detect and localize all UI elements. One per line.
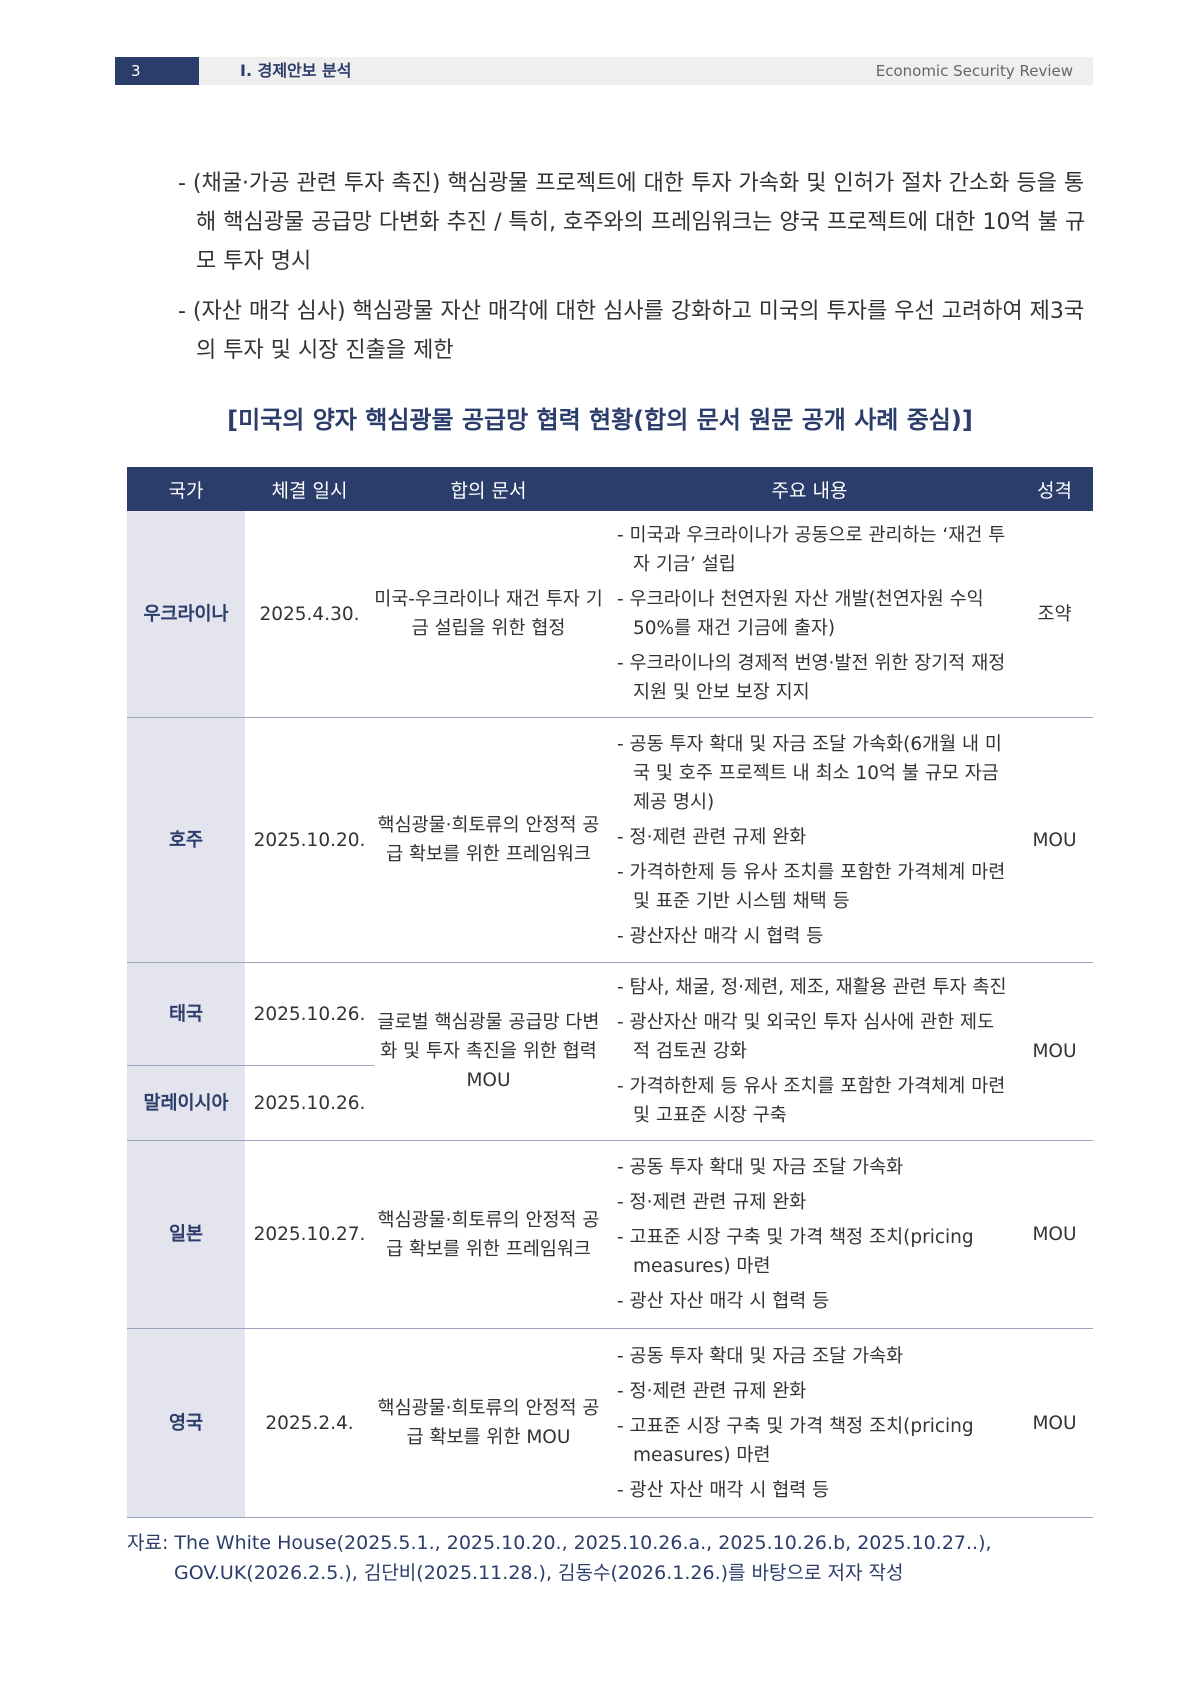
table-row: 영국 2025.2.4. 핵심광물·희토류의 안정적 공급 확보를 위한 MOU - …: [127, 1328, 1093, 1518]
content-cell: - 공동 투자 확대 및 자금 조달 가속화 - 정·제련 관련 규제 완화 - 고…: [603, 1140, 1016, 1329]
content-item: - 정·제련 관련 규제 완화: [617, 1192, 807, 1213]
document-cell: 핵심광물·희토류의 안정적 공급 확보를 위한 프레임워크: [374, 717, 603, 963]
content-item: - 우크라이나 천연자원 자산 개발(천연자원 수익 50%를 재건 기금에 출…: [617, 589, 984, 639]
publication-name: Economic Security Review: [875, 62, 1073, 80]
table-row: 우크라이나 2025.4.30. 미국-우크라이나 재건 투자 기금 설립을 위한 …: [127, 511, 1093, 718]
content-item: - 고표준 시장 구축 및 가격 책정 조치(pricing measures)…: [617, 1415, 974, 1466]
content-item: - 광산자산 매각 시 협력 등: [617, 925, 824, 947]
content-item: - 정·제련 관련 규제 완화: [617, 826, 807, 848]
page-number: 3: [115, 57, 199, 85]
column-header: 합의 문서: [374, 467, 603, 511]
date-cell: 2025.10.26.: [245, 1065, 374, 1141]
date-cell: 2025.2.4.: [245, 1328, 374, 1518]
cooperation-table: 국가 체결 일시 합의 문서 주요 내용 성격 우크라이나 2025.4.30. 미국-우크…: [127, 467, 1093, 1518]
content-item: - 미국과 우크라이나가 공동으로 관리하는 ‘재건 투자 기금’ 설립: [617, 525, 1006, 575]
type-cell: MOU: [1016, 717, 1093, 963]
type-cell: MOU: [1016, 1140, 1093, 1329]
content-item: - 공동 투자 확대 및 자금 조달 가속화: [617, 1345, 904, 1367]
content-item: - 공동 투자 확대 및 자금 조달 가속화(6개월 내 미국 및 호주 프로젝…: [617, 733, 1002, 813]
column-header: 국가: [127, 467, 245, 511]
content-cell: - 공동 투자 확대 및 자금 조달 가속화 - 정·제련 관련 규제 완화 - 고…: [603, 1328, 1016, 1518]
document-cell: 미국-우크라이나 재건 투자 기금 설립을 위한 협정: [374, 511, 603, 718]
table-row: 일본 2025.10.27. 핵심광물·희토류의 안정적 공급 확보를 위한 프레임…: [127, 1140, 1093, 1329]
source-note: 자료: The White House(2025.5.1., 2025.10.2…: [127, 1532, 992, 1584]
content-item: - 광산자산 매각 및 외국인 투자 심사에 관한 제도적 검토권 강화: [617, 1012, 995, 1062]
column-header: 성격: [1016, 467, 1093, 511]
country-cell: 말레이시아: [127, 1065, 245, 1141]
content-item: - 탐사, 채굴, 정·제련, 제조, 재활용 관련 투자 촉진: [617, 977, 1007, 998]
document-cell: 핵심광물·희토류의 안정적 공급 확보를 위한 MOU: [374, 1328, 603, 1518]
content-item: - 가격하한제 등 유사 조치를 포함한 가격체계 마련 및 고표준 시장 구축: [617, 1076, 1006, 1126]
country-cell: 태국: [127, 962, 245, 1067]
type-cell: MOU: [1016, 1328, 1093, 1518]
table-row: 호주 2025.10.20. 핵심광물·희토류의 안정적 공급 확보를 위한 프레임…: [127, 717, 1093, 963]
body-bullet: - (채굴·가공 관련 투자 촉진) 핵심광물 프로젝트에 대한 투자 가속화 …: [178, 171, 1086, 274]
table-caption: [미국의 양자 핵심광물 공급망 협력 현황(합의 문서 원문 공개 사례 중심…: [227, 406, 973, 434]
document-cell: 핵심광물·희토류의 안정적 공급 확보를 위한 프레임워크: [374, 1140, 603, 1329]
content-item: - 고표준 시장 구축 및 가격 책정 조치(pricing measures)…: [617, 1227, 974, 1277]
page-header: 3 Ⅰ. 경제안보 분석 Economic Security Review: [115, 57, 1093, 85]
country-cell: 우크라이나: [127, 511, 245, 718]
content-item: - 가격하한제 등 유사 조치를 포함한 가격체계 마련 및 표준 기반 시스템…: [617, 861, 1006, 912]
content-cell: - 공동 투자 확대 및 자금 조달 가속화(6개월 내 미국 및 호주 프로젝…: [603, 717, 1016, 963]
country-cell: 호주: [127, 717, 245, 963]
date-cell: 2025.10.26.: [245, 962, 374, 1067]
date-cell: 2025.10.27.: [245, 1140, 374, 1329]
content-cell: - 탐사, 채굴, 정·제련, 제조, 재활용 관련 투자 촉진 - 광산자산 매…: [603, 962, 1016, 1141]
date-cell: 2025.10.20.: [245, 717, 374, 963]
content-item: - 정·제련 관련 규제 완화: [617, 1380, 807, 1402]
country-cell: 영국: [127, 1328, 245, 1518]
column-header: 체결 일시: [245, 467, 374, 511]
content-item: - 광산 자산 매각 시 협력 등: [617, 1479, 830, 1501]
type-cell: MOU: [1016, 962, 1093, 1141]
section-title: Ⅰ. 경제안보 분석: [240, 61, 352, 80]
table-row: 태국 2025.10.26. 글로벌 핵심광물 공급망 다변화 및 투자 촉진을 위…: [127, 962, 1093, 1141]
type-cell: 조약: [1016, 511, 1093, 718]
content-item: - 우크라이나의 경제적 번영·발전 위한 장기적 재정 지원 및 안보 보장 …: [617, 653, 1006, 703]
body-bullet: - (자산 매각 심사) 핵심광물 자산 매각에 대한 심사를 강화하고 미국의…: [178, 299, 1085, 363]
content-item: - 광산 자산 매각 시 협력 등: [617, 1291, 830, 1312]
column-header: 주요 내용: [603, 467, 1016, 511]
document-cell: 글로벌 핵심광물 공급망 다변화 및 투자 촉진을 위한 협력 MOU: [374, 962, 603, 1141]
date-cell: 2025.4.30.: [245, 511, 374, 718]
content-cell: - 미국과 우크라이나가 공동으로 관리하는 ‘재건 투자 기금’ 설립 - 우크…: [603, 511, 1016, 718]
country-cell: 일본: [127, 1140, 245, 1329]
content-item: - 공동 투자 확대 및 자금 조달 가속화: [617, 1157, 904, 1178]
table-row: 말레이시아 2025.10.26.: [127, 1065, 1093, 1141]
